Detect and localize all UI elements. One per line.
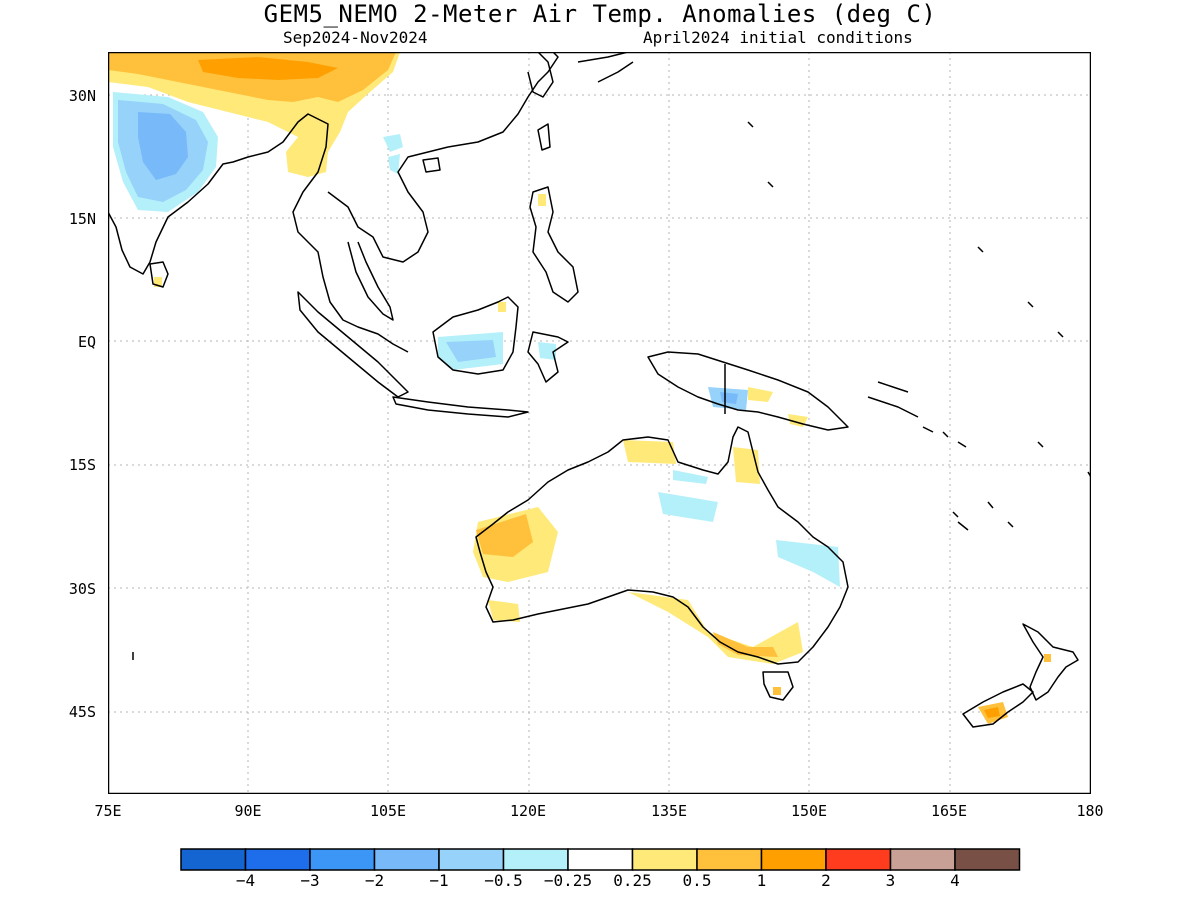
- colorbar-label: −4: [235, 871, 256, 890]
- colorbar-label: 0.5: [682, 871, 712, 890]
- anomaly-philippines-warm: [538, 194, 546, 206]
- anomaly-srilanka-warm: [154, 277, 162, 287]
- coast-newguinea: [647, 351, 849, 431]
- anomaly-west-australia-warm: [476, 514, 533, 557]
- colorbar-label: 1: [756, 871, 767, 890]
- colorbar-label: 0.25: [613, 871, 652, 890]
- anomaly-victoria-warm: [713, 632, 778, 657]
- initial-conditions: April2024 initial conditions: [643, 28, 913, 47]
- coast-tasmania: [762, 671, 794, 701]
- colorbar-label: −0.25: [543, 871, 593, 890]
- lat-label-30n: 30N: [68, 87, 96, 105]
- lon-label-90e: 90E: [234, 802, 262, 820]
- colorbar-label: −3: [300, 871, 320, 890]
- colorbar-swatch: [244, 848, 311, 871]
- lon-label-180: 180: [1076, 802, 1104, 820]
- colorbar-label: −2: [364, 871, 385, 890]
- coast-borneo: [432, 296, 519, 375]
- anomaly-cape-york-warm: [733, 447, 760, 484]
- coast-taiwan: [537, 123, 551, 151]
- colorbar-swatch: [954, 848, 1021, 871]
- anomaly-shading: [108, 52, 1051, 724]
- anomaly-tasmania-warm: [773, 687, 781, 695]
- coast-melanesia: [867, 381, 934, 433]
- anomaly-nz-south-hot: [984, 707, 1000, 718]
- coast-malay: [347, 241, 394, 321]
- anomaly-south-china-cool: [383, 134, 403, 152]
- anomaly-tibet-hot: [198, 57, 338, 80]
- map-gridlines: [108, 52, 1091, 794]
- colorbar-swatch: [180, 848, 247, 871]
- colorbar-label: 4: [950, 871, 960, 890]
- lat-label-45s: 45S: [68, 703, 96, 721]
- anomaly-east-australia-cool: [776, 540, 840, 587]
- coast-pacific-islands: [132, 121, 1091, 660]
- colorbar-swatch: [567, 848, 634, 871]
- colorbar-label: −0.5: [484, 871, 523, 890]
- anomaly-india-cool: [138, 112, 188, 180]
- coast-australia: [475, 426, 849, 665]
- coast-china: [447, 52, 559, 148]
- coast-sulawesi: [527, 331, 569, 383]
- lon-label-150e: 150E: [790, 802, 828, 820]
- coast-india: [108, 113, 409, 353]
- anomaly-sulawesi-cool: [538, 342, 556, 360]
- colorbar-swatch: [889, 848, 956, 871]
- colorbar-swatch: [373, 848, 440, 871]
- lat-label-eq: EQ: [77, 333, 96, 351]
- colorbar-label: −1: [429, 871, 449, 890]
- coast-sumatra: [297, 291, 409, 398]
- anomaly-newguinea-warm: [748, 387, 773, 402]
- colorbar: [180, 848, 1021, 871]
- coast-japan: [577, 52, 634, 83]
- coastlines: [108, 52, 1091, 728]
- anomaly-sw-australia-warm: [488, 600, 520, 622]
- anomaly-borneo-warm: [498, 302, 506, 312]
- colorbar-swatch: [309, 848, 376, 871]
- coast-srilanka: [149, 261, 169, 288]
- coast-hainan: [422, 157, 441, 173]
- map-title: GEM5_NEMO 2-Meter Air Temp. Anomalies (d…: [263, 0, 937, 28]
- coast-korea: [527, 52, 554, 98]
- anomaly-north-australia-warm: [623, 440, 676, 464]
- coast-nz-north: [1022, 623, 1079, 701]
- coast-nz-south: [962, 683, 1034, 728]
- colorbar-label: 2: [821, 871, 831, 890]
- anomaly-south-australia-warm: [628, 592, 803, 664]
- map-frame: [108, 52, 1091, 794]
- colorbar-label: 3: [885, 871, 896, 890]
- anomaly-map: [108, 52, 1091, 794]
- colorbar-swatch: [696, 848, 763, 871]
- lat-label-30s: 30S: [68, 580, 96, 598]
- lon-label-120e: 120E: [509, 802, 547, 820]
- colorbar-swatch: [502, 848, 569, 871]
- anomaly-central-australia-cool: [673, 470, 708, 484]
- lon-label-165e: 165E: [930, 802, 968, 820]
- colorbar-swatch: [631, 848, 698, 871]
- colorbar-swatch: [760, 848, 827, 871]
- anomaly-borneo-cool2: [446, 340, 496, 362]
- lon-label-135e: 135E: [650, 802, 688, 820]
- lon-label-105e: 105E: [369, 802, 407, 820]
- anomaly-indochina-cool: [388, 154, 400, 174]
- anomaly-australia-cool-ne: [658, 492, 718, 522]
- lon-label-75e: 75E: [94, 802, 122, 820]
- coast-indochina: [327, 146, 449, 263]
- anomaly-nz-north-warm: [1044, 654, 1051, 662]
- colorbar-swatch: [825, 848, 892, 871]
- forecast-period: Sep2024-Nov2024: [283, 28, 428, 47]
- coast-java: [392, 396, 529, 418]
- lat-label-15n: 15N: [68, 210, 96, 228]
- lat-label-15s: 15S: [68, 456, 96, 474]
- coast-philippines: [529, 186, 579, 303]
- colorbar-swatch: [438, 848, 505, 871]
- colorbar-swatches: [180, 848, 1021, 871]
